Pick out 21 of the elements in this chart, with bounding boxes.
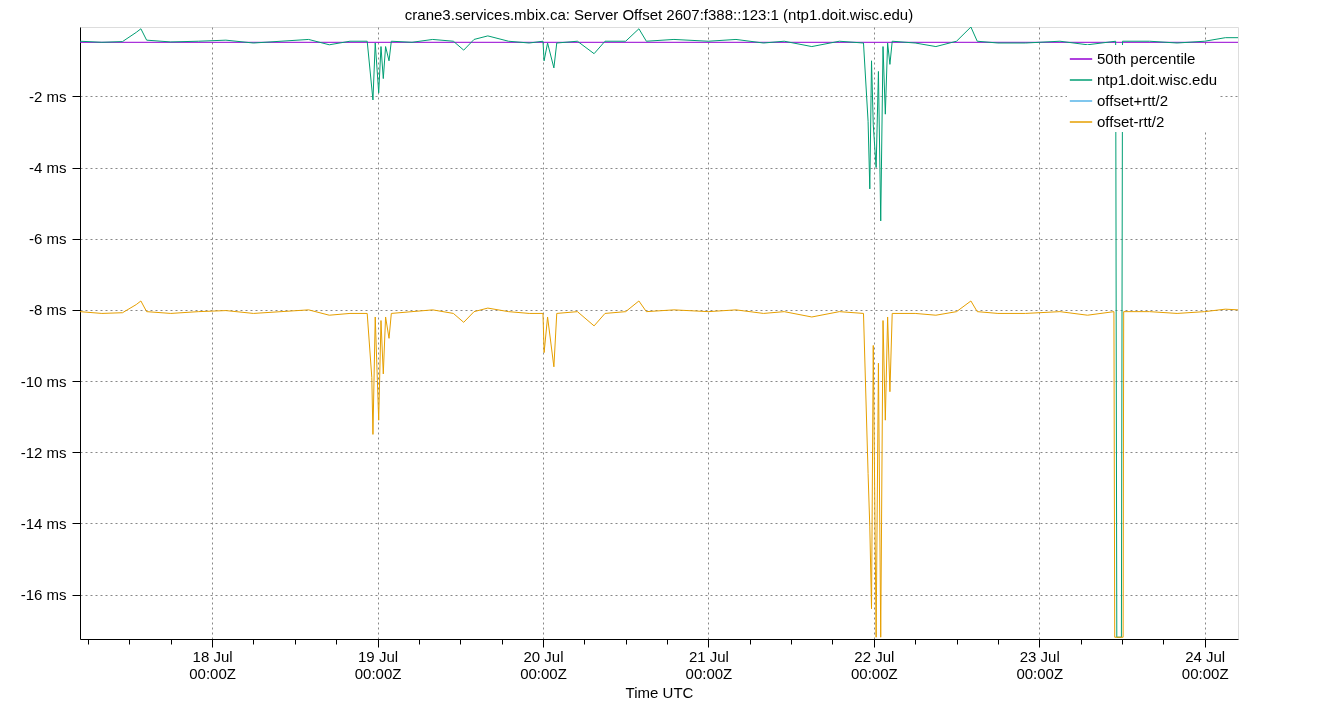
legend-label: 50th percentile — [1097, 50, 1196, 67]
y-tick-label: -10 ms — [20, 372, 67, 390]
x-tick-label: 18 Jul 00:00Z — [189, 647, 236, 682]
x-tick-label: 24 Jul 00:00Z — [1181, 647, 1229, 682]
x-tick-label: 19 Jul 00:00Z — [354, 647, 402, 682]
legend-label: ntp1.doit.wisc.edu — [1097, 71, 1218, 88]
y-tick-label: -12 ms — [20, 443, 67, 461]
y-tick-label: -4 ms — [29, 159, 67, 177]
x-tick-label: 21 Jul 00:00Z — [685, 647, 733, 682]
legend-label: offset+rtt/2 — [1097, 92, 1169, 109]
legend-label: offset-rtt/2 — [1097, 113, 1165, 130]
x-tick-label: 20 Jul 00:00Z — [520, 647, 567, 682]
y-tick-label: -8 ms — [29, 301, 67, 319]
y-tick-label: -2 ms — [29, 87, 67, 105]
chart-title: crane3.services.mbix.ca: Server Offset 2607:f388::123:1 (ntp1.doit.wisc.edu) — [404, 6, 914, 23]
y-tick-label: -16 ms — [20, 586, 67, 604]
y-tick-label: -14 ms — [20, 514, 67, 532]
x-axis-title: Time UTC — [625, 683, 694, 701]
y-tick-label: -6 ms — [29, 230, 67, 248]
x-tick-label: 23 Jul 00:00Z — [1016, 647, 1064, 682]
x-tick-label: 22 Jul 00:00Z — [850, 647, 898, 682]
